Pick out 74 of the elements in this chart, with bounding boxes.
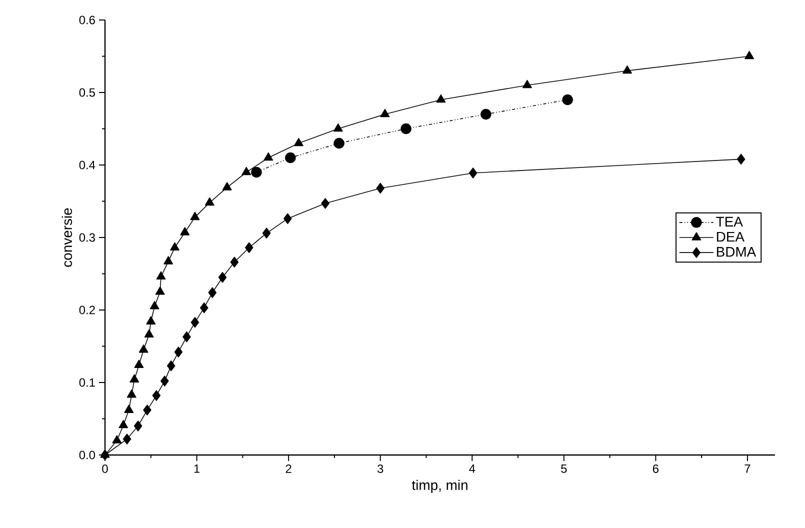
point (190, 316, 200, 328)
point (155, 286, 165, 295)
point (380, 108, 390, 118)
point (134, 420, 142, 432)
point (251, 166, 262, 178)
point (262, 228, 271, 239)
point (130, 374, 140, 382)
x-tick-label: 7 (744, 464, 750, 473)
point (122, 434, 132, 444)
point (622, 65, 632, 74)
x-tick-label: 2 (286, 464, 292, 473)
y-axis-title: conversie (62, 208, 72, 267)
point (376, 182, 384, 194)
x-tick-label: 3 (377, 464, 384, 473)
x-tick-label: 4 (469, 464, 476, 473)
point (400, 123, 412, 134)
point (321, 198, 330, 209)
x-axis-title: timp, min (412, 480, 468, 493)
point (166, 360, 176, 372)
point (244, 242, 254, 254)
point (230, 256, 239, 268)
point (744, 50, 754, 60)
point (522, 80, 532, 88)
y-tick-label: 0.6 (79, 16, 95, 24)
point (170, 242, 180, 251)
point (112, 435, 122, 444)
y-tick-label: 0.3 (79, 233, 95, 242)
point (334, 138, 344, 149)
point (134, 360, 144, 368)
point (143, 404, 152, 416)
point (182, 331, 191, 342)
point (562, 94, 573, 106)
point (180, 227, 190, 236)
point (118, 420, 128, 428)
point (144, 329, 154, 338)
y-tick-label: 0.2 (79, 306, 95, 314)
point (100, 450, 110, 460)
point (480, 108, 492, 120)
point (285, 152, 296, 164)
point (218, 272, 227, 283)
point (264, 152, 274, 161)
point (160, 376, 169, 386)
legend-label: TEA (716, 216, 743, 226)
point (190, 212, 200, 220)
y-tick-label: 0.0 (79, 450, 96, 460)
point (126, 389, 136, 398)
point (146, 316, 156, 324)
point (152, 390, 161, 401)
x-tick-label: 6 (652, 464, 658, 473)
point (294, 138, 304, 146)
y-tick-label: 0.4 (79, 160, 96, 170)
point (124, 404, 134, 413)
legend-label: BDMA (716, 247, 756, 257)
y-tick-label: 0.1 (79, 378, 95, 387)
legend-label: DEA (716, 232, 744, 242)
point (200, 302, 208, 314)
y-tick-label: 0.5 (79, 88, 95, 97)
point (138, 344, 148, 353)
point (204, 197, 214, 206)
point (736, 154, 746, 165)
point (222, 182, 232, 190)
point (156, 271, 166, 280)
x-tick-label: 5 (561, 464, 567, 473)
point (164, 256, 174, 264)
point (150, 300, 160, 310)
point (284, 213, 292, 224)
x-tick-label: 0 (102, 464, 108, 473)
point (333, 123, 343, 132)
x-tick-label: 1 (194, 464, 200, 473)
point (468, 168, 478, 178)
point (174, 346, 183, 358)
point (436, 94, 446, 103)
point (242, 166, 252, 176)
point (208, 287, 217, 298)
